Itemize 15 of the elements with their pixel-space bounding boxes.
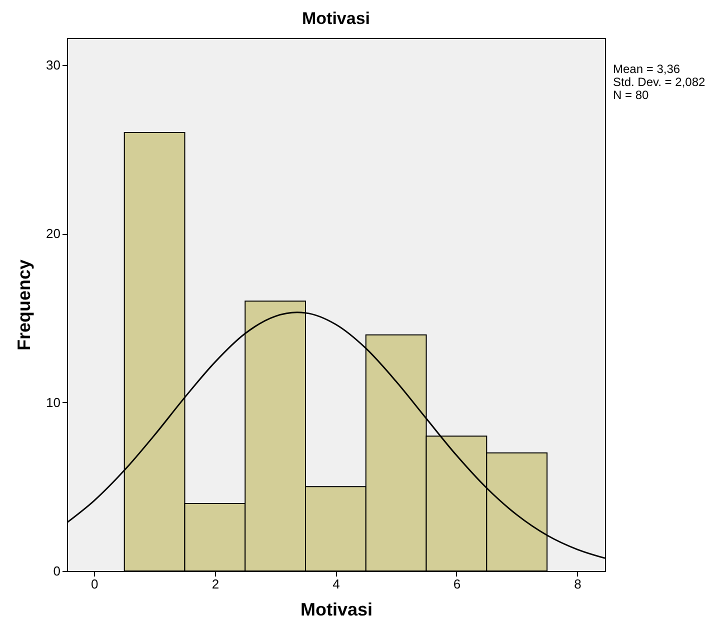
y-tick-label: 0 xyxy=(53,564,60,578)
x-tick-label: 4 xyxy=(332,576,340,592)
y-tick-label: 30 xyxy=(46,57,60,72)
x-tick-label: 2 xyxy=(212,576,220,592)
y-tick-label: 10 xyxy=(46,394,60,410)
text: N = 80 xyxy=(613,88,650,102)
x-tick-label: 6 xyxy=(453,576,461,592)
text: Mean = 3,36 xyxy=(613,62,682,76)
x-axis-title: Motivasi xyxy=(300,600,373,620)
x-tick-label: 8 xyxy=(574,576,582,592)
text: Std. Dev. = 2,082 xyxy=(613,75,706,89)
y-axis-title: Frequency xyxy=(14,259,34,351)
y-tick-label: 20 xyxy=(46,226,60,242)
x-tick-label: 0 xyxy=(91,576,98,592)
chart-title: Motivasi xyxy=(302,9,370,28)
